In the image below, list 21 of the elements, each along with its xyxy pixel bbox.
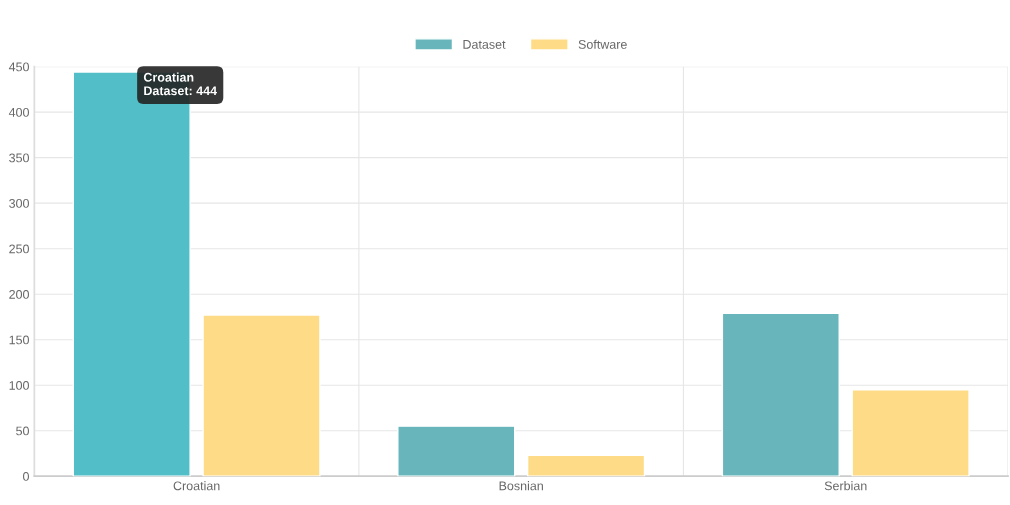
bar	[397, 425, 516, 477]
bar	[202, 314, 321, 477]
y-tick-label: 0	[23, 472, 29, 481]
y-tick-label: 100	[9, 381, 29, 390]
y-tick-label: 450	[8, 62, 29, 72]
x-tick-label: Croatian	[173, 481, 220, 491]
bar	[721, 312, 840, 477]
legend-label: Software	[578, 39, 627, 49]
x-tick-label: Serbian	[824, 481, 867, 491]
x-tick-label: Bosnian	[499, 481, 543, 491]
y-tick-label: 300	[9, 198, 29, 208]
y-tick-label: 350	[9, 153, 29, 163]
bar	[526, 454, 646, 477]
legend-label: Dataset	[463, 40, 506, 49]
bar	[851, 389, 970, 477]
y-tick-label: 50	[16, 426, 29, 436]
y-tick-label: 250	[9, 244, 29, 254]
y-tick-label: 400	[8, 107, 29, 117]
y-tick-label: 200	[9, 289, 29, 299]
y-tick-label: 150	[9, 335, 29, 345]
annotation: Croatian Dataset: 444	[143, 72, 217, 96]
